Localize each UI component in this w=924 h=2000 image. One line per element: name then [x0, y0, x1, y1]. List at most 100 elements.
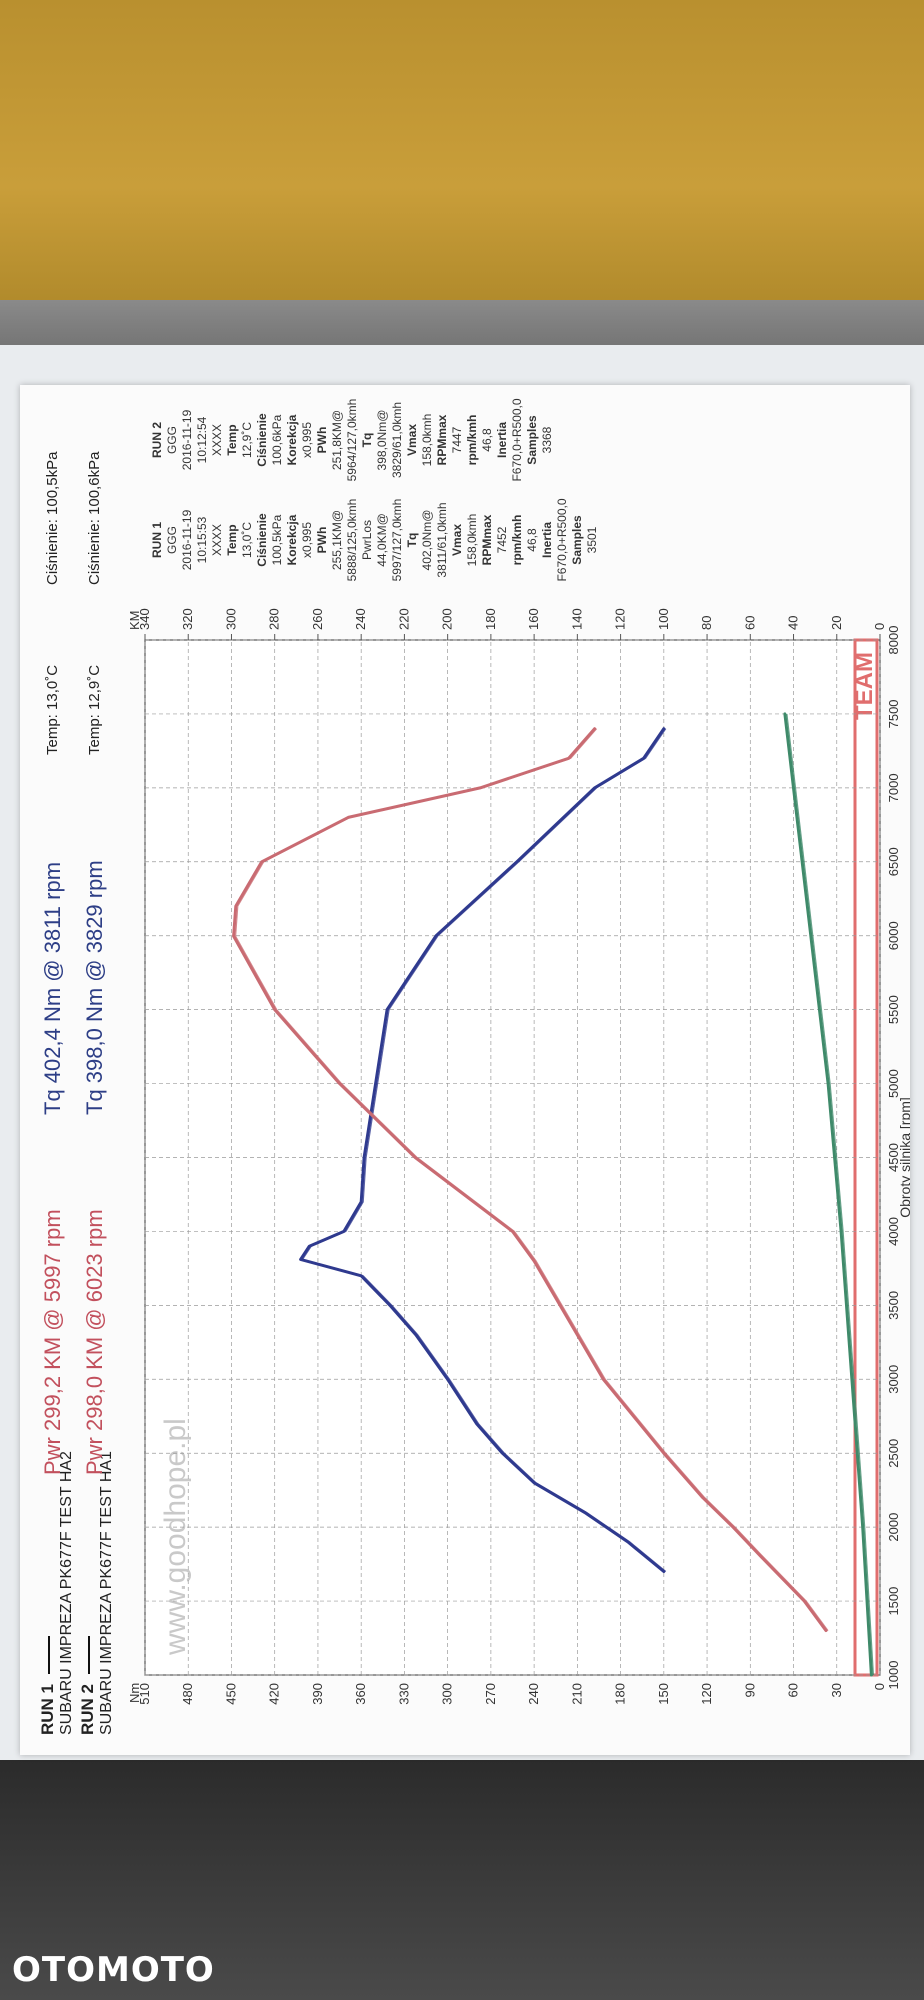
detail-run1-29: 3501: [585, 526, 599, 554]
detail-run1-27: F670,0+R500,0: [555, 498, 569, 582]
detail-run2-17: Tq: [360, 432, 374, 448]
detail-run2-1: GGG: [165, 426, 179, 455]
x-tick-label: 4500: [886, 1143, 901, 1172]
detail-run2-7: Ciśnienie: [255, 413, 269, 467]
y-left-tick-label: 0: [872, 1683, 887, 1690]
y-left-tick-label: 420: [267, 1683, 282, 1705]
y-left-tick-label: 360: [353, 1683, 368, 1705]
detail-run1-25: 46,8: [525, 528, 539, 552]
y-right-tick-label: 160: [526, 608, 541, 630]
detail-run2-26: Inertia: [495, 422, 509, 459]
x-tick-label: 4000: [886, 1217, 901, 1246]
detail-run2-6: 12,9˚C: [240, 421, 254, 459]
detail-run1-10: x0,995: [300, 521, 314, 559]
desk-surface: [0, 1760, 924, 2000]
detail-run1-9: Korekcja: [285, 514, 299, 566]
detail-run1-12: 255,1KM@: [330, 509, 344, 571]
run1-pressure: Ciśnienie: 100,5kPa: [44, 451, 61, 585]
y-right-tick-label: 280: [267, 608, 282, 630]
run1-details: RUN 1 GGG 2016-11-19 10:15:53 XXXX Temp 13,0˚C…: [150, 495, 600, 585]
detail-run2-18: 398,0Nm@: [375, 409, 389, 471]
detail-run1-19: 3811/61,0kmh: [435, 502, 449, 578]
y-left-tick-label: 60: [786, 1683, 801, 1697]
y-left-tick-label: 150: [656, 1683, 671, 1705]
rotated-sheet: RUN 1 SUBARU IMPREZA PK677F TEST HA2 RUN…: [20, 385, 910, 1755]
series-line-run2-1: [234, 728, 829, 1631]
detail-run1-2: 2016-11-19: [180, 509, 194, 571]
detail-run2-28: Samples: [525, 415, 539, 465]
detail-run1-14: PwrLos: [360, 520, 374, 561]
detail-run2-22: RPMmax: [435, 414, 449, 466]
folder-background: [0, 0, 924, 340]
detail-run1-4: XXXX: [210, 524, 224, 557]
y-right-tick-label: 60: [742, 616, 757, 630]
x-axis-label: Obroty silnika [rpm]: [897, 1097, 910, 1218]
y-right-tick-label: 200: [440, 608, 455, 630]
series-line-run2-0: [301, 728, 667, 1572]
y-right-tick-label: 80: [699, 616, 714, 630]
y-left-axis-label: Nm: [127, 1683, 142, 1703]
detail-run2-0: RUN 2: [150, 422, 164, 459]
y-left-tick-label: 510: [137, 1683, 152, 1705]
detail-run2-23: 7447: [450, 426, 464, 454]
y-right-tick-label: 320: [180, 608, 195, 630]
x-tick-label: 1000: [886, 1661, 901, 1690]
y-right-tick-label: 140: [569, 608, 584, 630]
detail-run2-19: 3829/61,0kmh: [390, 401, 404, 479]
detail-run2-13: 5964/127,0kmh: [345, 398, 359, 482]
detail-run1-17: Tq: [405, 532, 419, 548]
detail-run1-23: 7452: [495, 526, 509, 554]
x-tick-label: 7500: [886, 699, 901, 728]
x-tick-label: 6500: [886, 847, 901, 876]
series-line-1: [232, 727, 828, 1633]
y-left-tick-label: 480: [180, 1683, 195, 1705]
detail-run2-29: 3368: [540, 426, 554, 454]
y-right-axis-label: KM: [127, 611, 142, 631]
detail-run1-6: 13,0˚C: [240, 521, 254, 559]
detail-run1-22: RPMmax: [480, 514, 494, 566]
detail-run1-5: Temp: [225, 524, 239, 556]
run2-details: RUN 2 GGG 2016-11-19 10:12:54 XXXX Temp 12,9˚C…: [150, 395, 555, 485]
y-left-tick-label: 450: [223, 1683, 238, 1705]
y-left-tick-label: 210: [569, 1683, 584, 1705]
detail-run1-8: 100,5kPa: [270, 514, 284, 566]
detail-run1-28: Samples: [570, 515, 584, 565]
series-line-0: [299, 727, 666, 1573]
x-tick-label: 8000: [886, 626, 901, 655]
y-left-tick-label: 180: [613, 1683, 628, 1705]
detail-run2-12: 251,8KM@: [330, 409, 344, 471]
detail-run2-2: 2016-11-19: [180, 409, 194, 471]
y-right-tick-label: 0: [872, 623, 887, 630]
detail-run1-3: 10:15:53: [195, 516, 209, 564]
detail-run1-20: Vmax: [450, 523, 464, 557]
x-tick-label: 7000: [886, 773, 901, 802]
detail-run2-27: F670,0+R500,0: [510, 398, 524, 482]
detail-run1-1: GGG: [165, 526, 179, 555]
y-left-tick-label: 240: [526, 1683, 541, 1705]
detail-run1-13: 5888/125,0kmh: [345, 498, 359, 582]
detail-run2-3: 10:12:54: [195, 416, 209, 464]
y-right-tick-label: 100: [656, 608, 671, 630]
y-right-tick-label: 240: [353, 608, 368, 630]
detail-run2-20: Vmax: [405, 423, 419, 457]
x-tick-label: 5000: [886, 1069, 901, 1098]
detail-run1-11: PWh: [315, 526, 329, 554]
detail-run2-8: 100,6kPa: [270, 414, 284, 466]
y-right-tick-label: 120: [613, 608, 628, 630]
series-line-run2-2: [786, 713, 874, 1676]
y-right-tick-label: 220: [396, 608, 411, 630]
x-tick-label: 5500: [886, 995, 901, 1024]
y-left-tick-label: 300: [440, 1683, 455, 1705]
detail-run2-21: 158,0kmh: [420, 413, 434, 467]
detail-run1-0: RUN 1: [150, 522, 164, 559]
detail-run1-18: 402,0Nm@: [420, 509, 434, 571]
detail-run2-9: Korekcja: [285, 414, 299, 466]
detail-run1-21: 158,0kmh: [465, 513, 479, 567]
detail-run2-10: x0,995: [300, 421, 314, 459]
detail-run2-25: 46,8: [480, 428, 494, 452]
y-right-tick-label: 300: [223, 608, 238, 630]
run2-pressure: Ciśnienie: 100,6kPa: [86, 451, 103, 585]
detail-run1-24: rpm/kmh: [510, 514, 524, 566]
y-left-tick-label: 120: [699, 1683, 714, 1705]
dyno-chart: www.goodhope.plTEAM100015002000250030003…: [127, 608, 910, 1705]
